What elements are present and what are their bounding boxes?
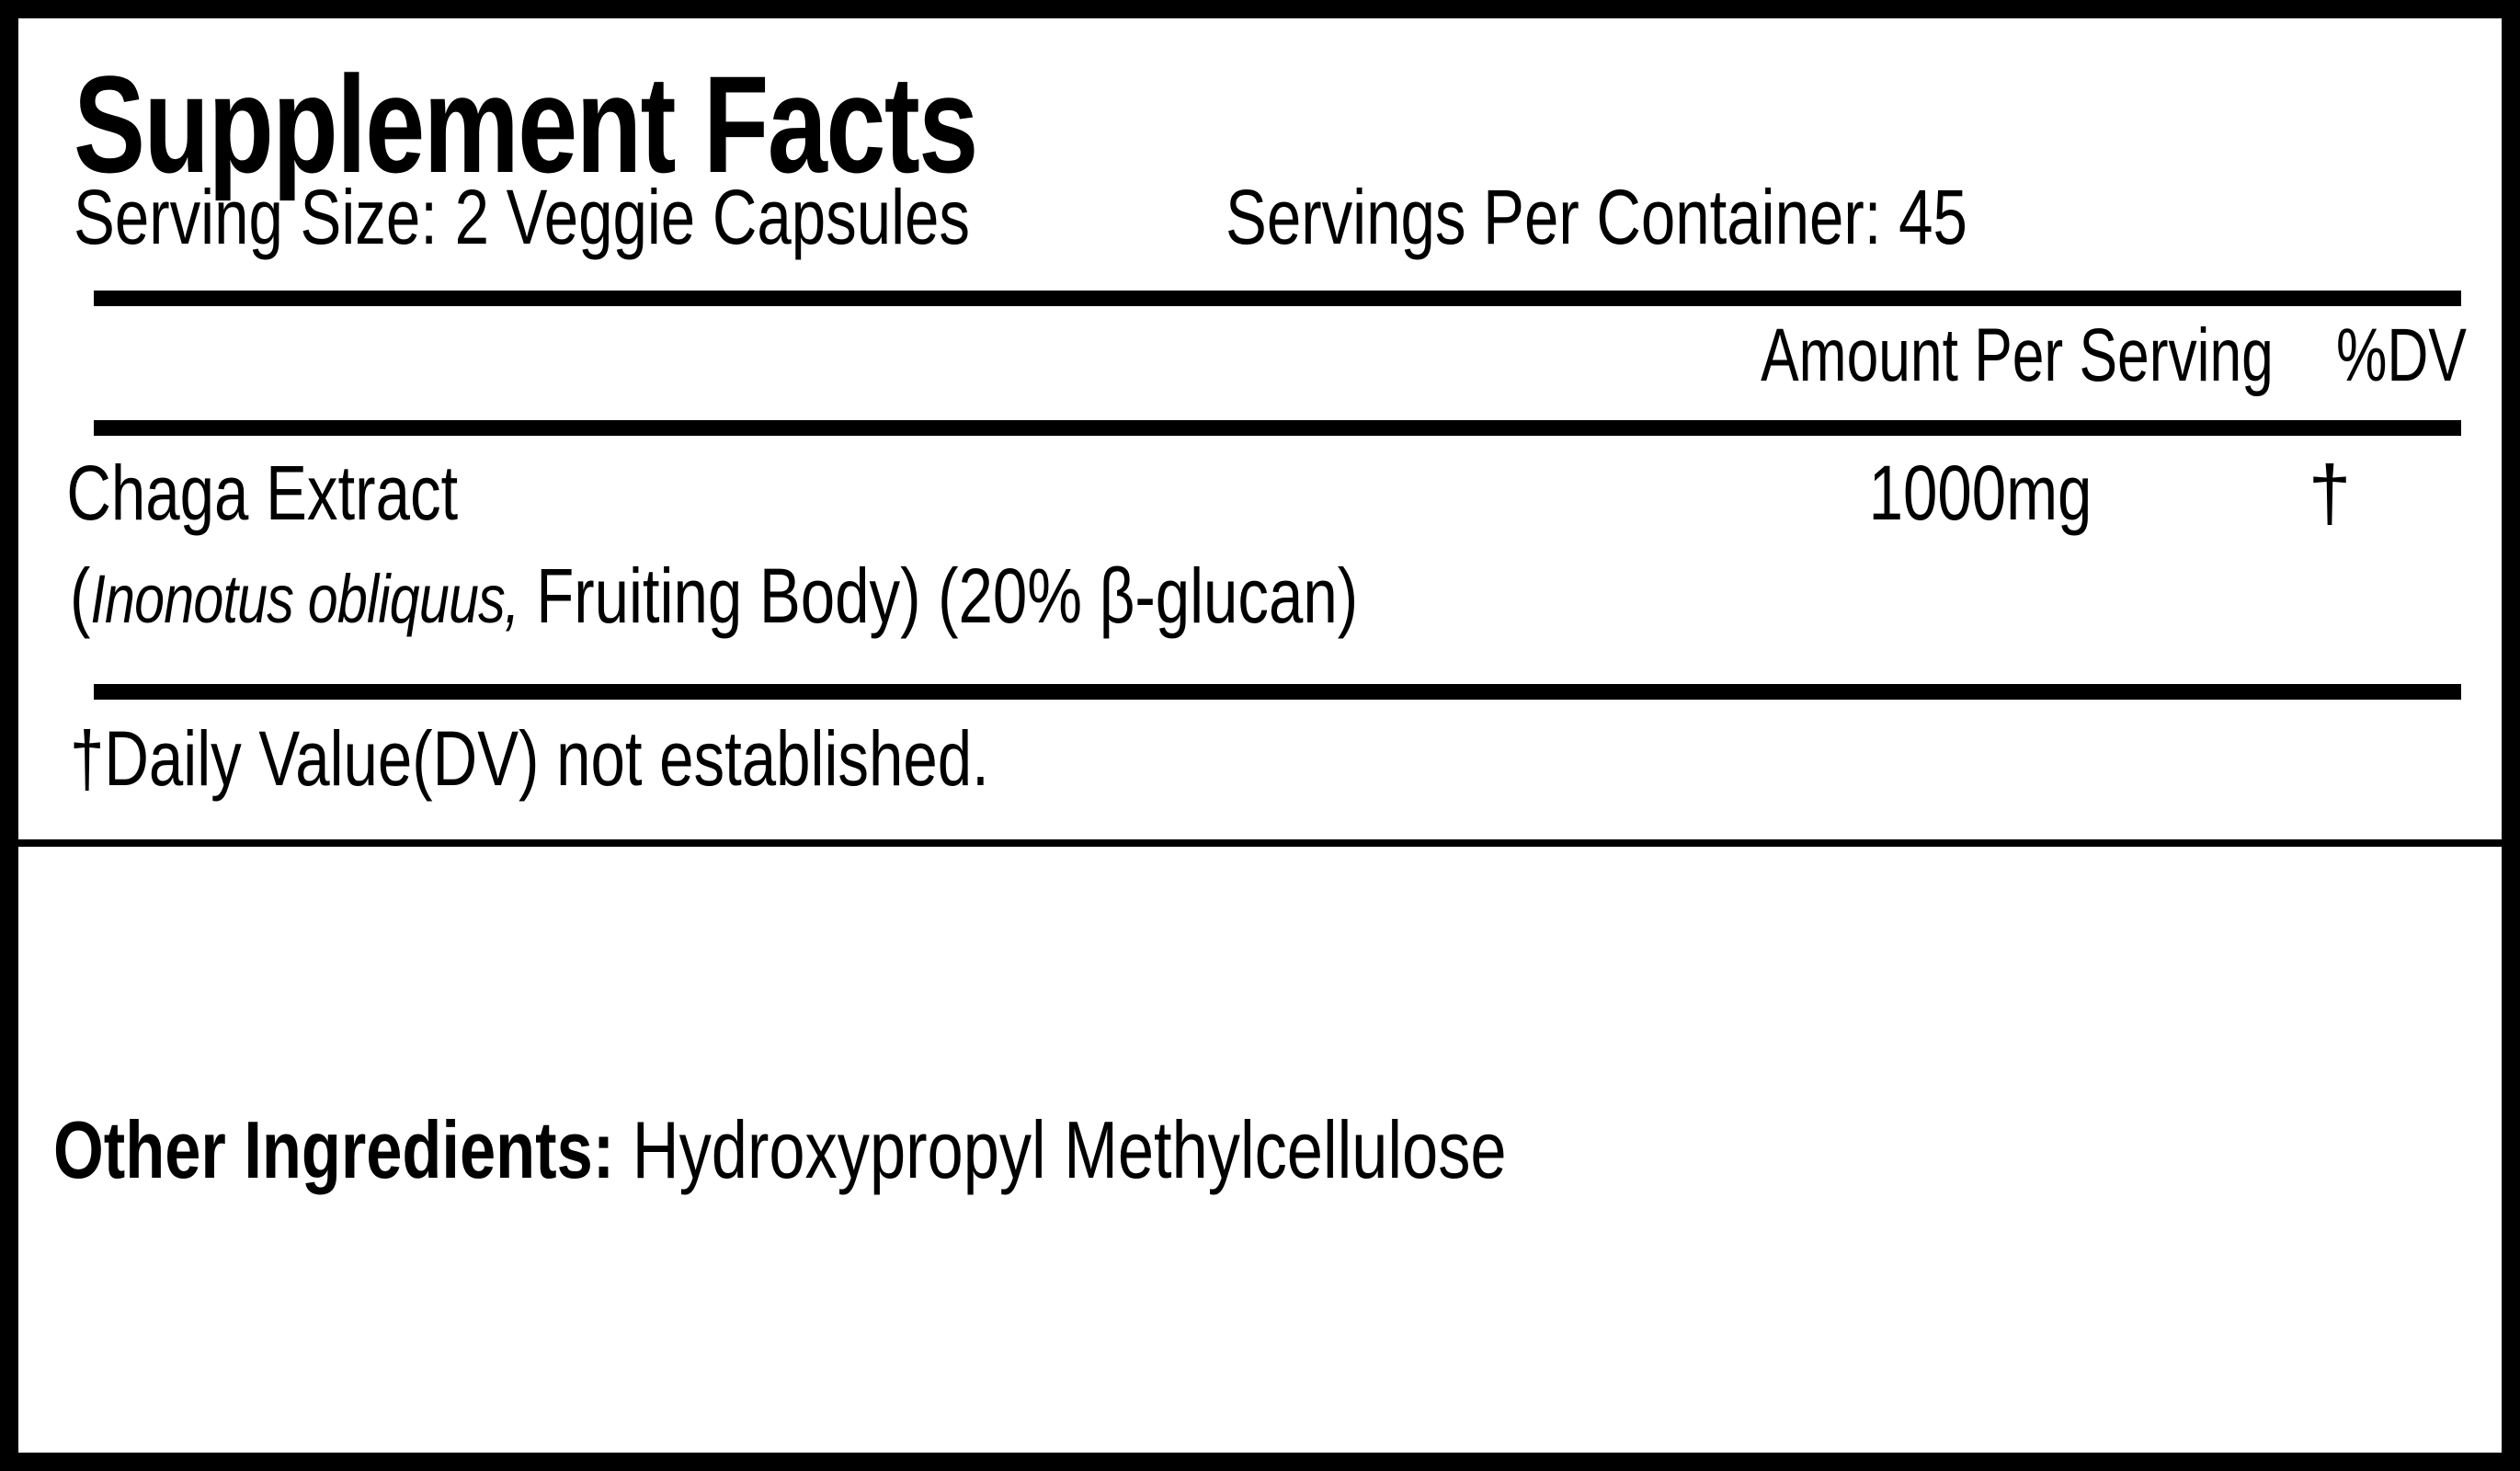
- column-header-amount-per-serving: Amount Per Serving: [1761, 314, 2274, 397]
- serving-info-row: Serving Size: 2 Veggie Capsules Servings…: [39, 175, 2481, 278]
- nutrient-source-description: (Inonotus obliquus, Fruiting Body) (20% …: [70, 557, 1358, 634]
- nutrient-daily-value: †: [2308, 450, 2352, 536]
- divider-above-header: [94, 291, 2461, 306]
- footnote-row: †Daily Value(DV) not established.: [39, 700, 2481, 839]
- title-row: Supplement Facts: [39, 18, 2481, 193]
- page-title: Supplement Facts: [74, 47, 978, 201]
- supplement-facts-main: Supplement Facts Serving Size: 2 Veggie …: [18, 18, 2502, 839]
- nutrient-secondary-line: (Inonotus obliquus, Fruiting Body) (20% …: [39, 557, 2481, 667]
- nutrient-latin-name: Inonotus obliquus,: [90, 561, 519, 637]
- nutrient-row: Chaga Extract 1000mg † (Inonotus obliquu…: [39, 436, 2481, 667]
- nutrient-paren-open: (: [70, 553, 91, 639]
- other-ingredients-label: Other Ingredients:: [53, 1103, 615, 1195]
- nutrient-primary-line: Chaga Extract 1000mg †: [39, 454, 2481, 557]
- nutrient-name: Chaga Extract: [66, 450, 459, 536]
- nutrient-source-rest: Fruiting Body) (20% β-glucan): [519, 553, 1359, 639]
- column-header-percent-dv: %DV: [2336, 314, 2467, 397]
- serving-size-text: Serving Size: 2 Veggie Capsules: [74, 174, 970, 260]
- other-ingredients-line: Other Ingredients: Hydroxypropyl Methylc…: [53, 1109, 1507, 1191]
- divider-below-header: [94, 420, 2461, 436]
- other-ingredients-section: Other Ingredients: Hydroxypropyl Methylc…: [18, 847, 2502, 1453]
- other-ingredients-value: Hydroxypropyl Methylcellulose: [632, 1103, 1507, 1195]
- nutrient-amount: 1000mg: [1868, 450, 2092, 536]
- column-header-row: Amount Per Serving %DV: [39, 306, 2481, 405]
- servings-per-container-text: Servings Per Container: 45: [1225, 174, 1967, 260]
- divider-above-footnote: [94, 684, 2461, 700]
- divider-other-ingredients: [18, 839, 2502, 847]
- daily-value-footnote: †Daily Value(DV) not established.: [70, 715, 989, 802]
- other-ingredients-spacer: [614, 1104, 633, 1195]
